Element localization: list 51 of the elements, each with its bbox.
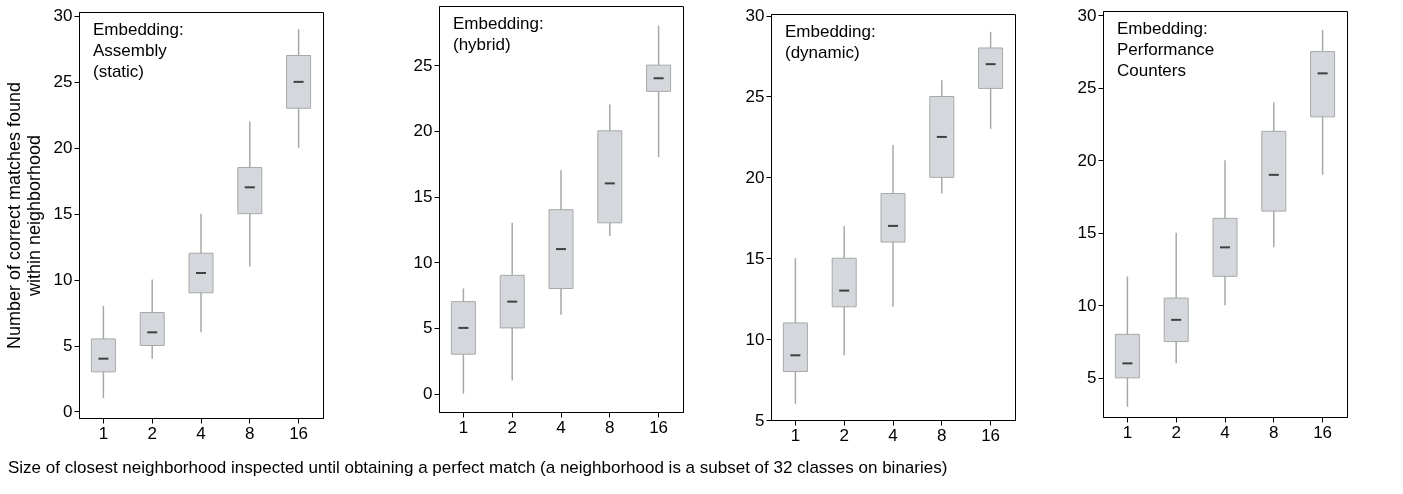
y-tick-label: 25	[413, 55, 433, 75]
x-tick-label: 4	[1220, 422, 1230, 442]
y-tick-label: 15	[745, 248, 765, 268]
y-tick-label: 25	[53, 72, 73, 92]
y-tick-label: 0	[63, 401, 73, 421]
x-tick-label: 8	[245, 423, 255, 443]
x-tick-label: 2	[507, 417, 517, 437]
x-tick-label: 16	[649, 417, 669, 437]
y-tick-label: 10	[1077, 295, 1097, 315]
y-tick-label: 25	[1077, 78, 1097, 98]
x-tick-label: 2	[839, 425, 849, 445]
x-tick-label: 16	[981, 425, 1001, 445]
y-tick-label: 10	[413, 252, 433, 272]
y-tick-label: 30	[1077, 5, 1097, 25]
y-tick-label: 15	[53, 204, 73, 224]
y-axis-title: Number of correct matches found within neighborhood	[3, 81, 44, 350]
x-tick-label: 4	[196, 423, 206, 443]
y-tick-label: 20	[53, 138, 73, 158]
x-axis-title: Size of closest neighborhood inspected until obtaining a perfect match (a neighborhood is a subset of 32 classes on binaries)	[8, 458, 948, 478]
y-tick-label: 20	[413, 121, 433, 141]
y-tick-label: 5	[755, 410, 765, 430]
y-tick-label: 15	[413, 187, 433, 207]
x-tick-label: 1	[98, 423, 109, 443]
y-tick-label: 0	[423, 384, 433, 404]
x-tick-label: 2	[147, 423, 157, 443]
x-tick-label: 16	[289, 423, 309, 443]
text: Embedding: (hybrid)	[453, 14, 544, 54]
y-tick-label: 20	[1077, 150, 1097, 170]
text: Embedding: Performance Counters	[1117, 19, 1215, 80]
y-tick-label: 5	[1087, 368, 1097, 388]
text: Embedding: (dynamic)	[785, 22, 876, 62]
x-tick-label: 8	[937, 425, 947, 445]
x-tick-label: 1	[1122, 422, 1133, 442]
y-tick-label: 5	[63, 336, 73, 355]
text: Embedding: Assembly (static)	[93, 20, 184, 81]
y-tick-label: 25	[745, 86, 765, 106]
x-tick-label: 8	[605, 417, 615, 437]
y-tick-label: 10	[53, 270, 73, 290]
x-tick-label: 4	[888, 425, 898, 445]
y-tick-label: 15	[1077, 223, 1097, 243]
y-tick-label: 20	[745, 167, 765, 187]
y-tick-label: 5	[423, 318, 433, 338]
y-tick-label: 30	[53, 6, 73, 26]
x-tick-label: 16	[1313, 422, 1333, 442]
x-tick-label: 8	[1269, 422, 1279, 442]
x-tick-label: 1	[790, 425, 801, 445]
y-tick-label: 30	[745, 6, 765, 26]
y-tick-label: 10	[745, 329, 765, 349]
x-tick-label: 4	[556, 417, 566, 437]
x-tick-label: 2	[1171, 422, 1181, 442]
x-tick-label: 1	[458, 417, 469, 437]
